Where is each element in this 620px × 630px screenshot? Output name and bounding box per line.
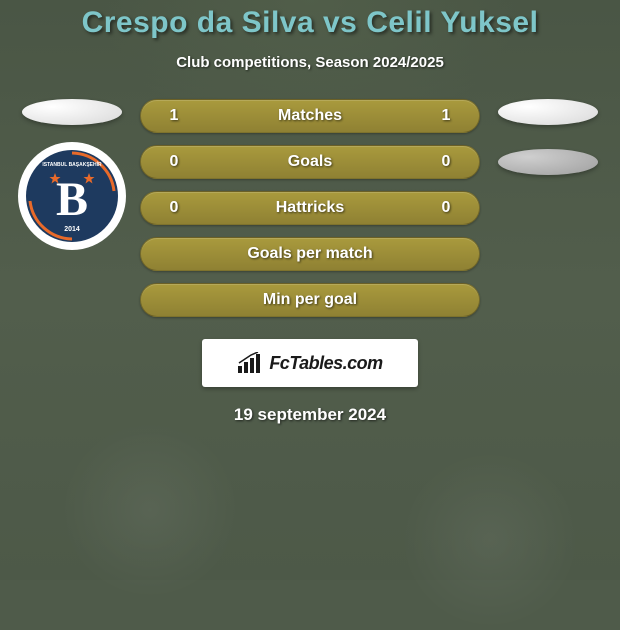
right-club-badge-bottom-icon <box>498 149 598 175</box>
stat-right-value: 1 <box>431 107 461 125</box>
stat-left-value: 0 <box>159 199 189 217</box>
stat-label: Hattricks <box>189 199 431 217</box>
right-player-column <box>498 99 598 317</box>
crest-name-text: ISTANBUL BAŞAKŞEHİR <box>42 161 102 168</box>
stat-label: Goals per match <box>159 245 461 263</box>
stat-row-goals: 0 Goals 0 <box>140 145 480 179</box>
subtitle: Club competitions, Season 2024/2025 <box>0 54 620 71</box>
stat-row-hattricks: 0 Hattricks 0 <box>140 191 480 225</box>
stats-column: 1 Matches 1 0 Goals 0 0 Hattricks 0 Goal… <box>140 99 480 317</box>
stat-row-matches: 1 Matches 1 <box>140 99 480 133</box>
stat-label: Min per goal <box>159 291 461 309</box>
page-title: Crespo da Silva vs Celil Yuksel <box>0 0 620 40</box>
stat-label: Goals <box>189 153 431 171</box>
stat-left-value: 1 <box>159 107 189 125</box>
stat-row-goals-per-match: Goals per match <box>140 237 480 271</box>
stat-row-min-per-goal: Min per goal <box>140 283 480 317</box>
stat-left-value: 0 <box>159 153 189 171</box>
stat-right-value: 0 <box>431 153 461 171</box>
crest-letter: B <box>56 173 88 226</box>
left-club-badge-icon <box>22 99 122 125</box>
brand-text: FcTables.com <box>269 353 382 374</box>
comparison-panel: ISTANBUL BAŞAKŞEHİR B 2014 1 Matches 1 0… <box>0 99 620 317</box>
crest-year: 2014 <box>64 226 80 233</box>
right-club-badge-top-icon <box>498 99 598 125</box>
left-player-column: ISTANBUL BAŞAKŞEHİR B 2014 <box>22 99 122 317</box>
stat-right-value: 0 <box>431 199 461 217</box>
stat-label: Matches <box>189 107 431 125</box>
brand-chart-icon <box>237 352 263 374</box>
date-text: 19 september 2024 <box>0 405 620 425</box>
brand-badge: FcTables.com <box>202 339 418 387</box>
left-club-crest-icon: ISTANBUL BAŞAKŞEHİR B 2014 <box>17 141 127 251</box>
